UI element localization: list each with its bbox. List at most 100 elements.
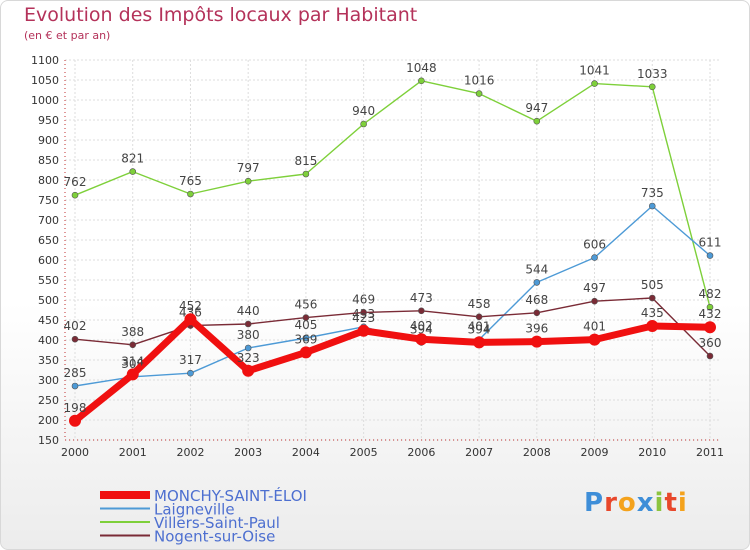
data-label: 402: [64, 319, 87, 333]
data-point: [533, 117, 541, 125]
legend-label: Villers-Saint-Paul: [154, 514, 280, 532]
logo-letter: i: [677, 488, 688, 518]
data-point: [187, 369, 194, 377]
data-label: 456: [294, 298, 317, 312]
data-point: [184, 313, 197, 326]
data-point: [360, 120, 367, 128]
data-point: [360, 309, 367, 316]
data-point: [71, 191, 79, 199]
x-tick-label: 2003: [234, 446, 262, 459]
data-point: [706, 352, 714, 360]
data-label: 821: [121, 152, 144, 166]
data-point: [126, 368, 139, 381]
logo-letter: o: [617, 488, 637, 518]
data-point: [475, 313, 483, 321]
data-label: 435: [641, 306, 664, 320]
data-label: 405: [294, 318, 317, 332]
logo-letter: t: [664, 488, 678, 518]
y-tick-label: 750: [38, 194, 59, 207]
data-label: 380: [237, 328, 260, 342]
legend-label: Nogent-sur-Oise: [154, 528, 275, 546]
data-label: 947: [525, 101, 548, 115]
data-label: 402: [410, 319, 433, 333]
data-label: 735: [641, 186, 664, 200]
data-label: 505: [641, 278, 664, 292]
data-label: 198: [64, 401, 87, 415]
legend-label: MONCHY-SAINT-ÉLOI: [154, 486, 307, 505]
data-point: [706, 252, 714, 259]
data-label: 401: [583, 320, 606, 334]
x-tick-label: 2010: [638, 446, 666, 459]
x-tick-label: 2002: [176, 446, 204, 459]
data-point: [533, 309, 541, 317]
data-label: 436: [179, 306, 202, 320]
data-label: 432: [699, 307, 722, 321]
y-tick-label: 1050: [31, 74, 59, 87]
data-point: [475, 90, 483, 97]
data-label: 469: [352, 292, 375, 306]
data-point: [648, 202, 656, 210]
data-point: [244, 320, 252, 328]
data-point: [530, 335, 543, 348]
y-tick-label: 500: [38, 294, 59, 307]
x-tick-label: 2008: [523, 446, 551, 459]
data-label: 323: [237, 351, 260, 365]
x-tick-label: 2006: [407, 446, 435, 459]
data-point: [129, 168, 137, 175]
y-tick-label: 350: [38, 354, 59, 367]
data-point: [415, 333, 428, 346]
data-point: [71, 335, 79, 343]
data-label: 394: [410, 322, 433, 336]
data-point: [646, 320, 659, 332]
data-point: [244, 344, 252, 352]
data-point: [648, 83, 656, 91]
y-tick-label: 400: [38, 334, 59, 347]
y-tick-label: 150: [38, 434, 59, 447]
data-point: [533, 279, 541, 286]
data-label: 1041: [579, 64, 610, 78]
series-line: [74, 297, 711, 357]
data-label: 611: [699, 236, 722, 250]
series-line: [74, 80, 711, 308]
data-label: 468: [525, 293, 548, 307]
chart-subtitle: (en € et par an): [24, 29, 111, 42]
data-point: [187, 190, 194, 198]
data-point: [302, 314, 310, 321]
data-point: [357, 324, 370, 337]
series-line: [74, 205, 711, 387]
y-tick-label: 900: [38, 134, 59, 147]
data-label: 1016: [464, 74, 495, 88]
data-point: [591, 297, 598, 305]
data-label: 314: [121, 354, 144, 368]
x-tick-label: 2000: [61, 446, 89, 459]
y-tick-label: 600: [38, 254, 59, 267]
y-tick-label: 950: [38, 114, 59, 127]
x-tick-label: 2007: [465, 446, 493, 459]
data-point: [706, 303, 714, 311]
data-label: 815: [294, 154, 317, 168]
chart-title: Evolution des Impôts locaux par Habitant: [24, 4, 418, 26]
data-label: 388: [121, 325, 144, 339]
data-point: [591, 80, 598, 87]
data-label: 360: [699, 336, 722, 350]
y-tick-label: 250: [38, 394, 59, 407]
y-tick-label: 800: [38, 174, 59, 187]
data-point: [591, 254, 598, 261]
data-point: [129, 341, 137, 349]
legend-label: Laigneville: [154, 501, 235, 519]
logo-letter: x: [636, 488, 655, 518]
data-label: 544: [525, 262, 548, 276]
data-label: 762: [64, 175, 87, 189]
data-point: [418, 77, 425, 85]
data-label: 394: [468, 322, 491, 336]
data-label: 1033: [637, 67, 668, 81]
x-tick-label: 2009: [581, 446, 609, 459]
y-tick-label: 1000: [31, 94, 59, 107]
series-line: [72, 315, 711, 424]
x-tick-label: 2011: [696, 446, 724, 459]
y-tick-label: 200: [38, 414, 59, 427]
data-label: 940: [352, 104, 375, 118]
data-point: [704, 321, 716, 334]
